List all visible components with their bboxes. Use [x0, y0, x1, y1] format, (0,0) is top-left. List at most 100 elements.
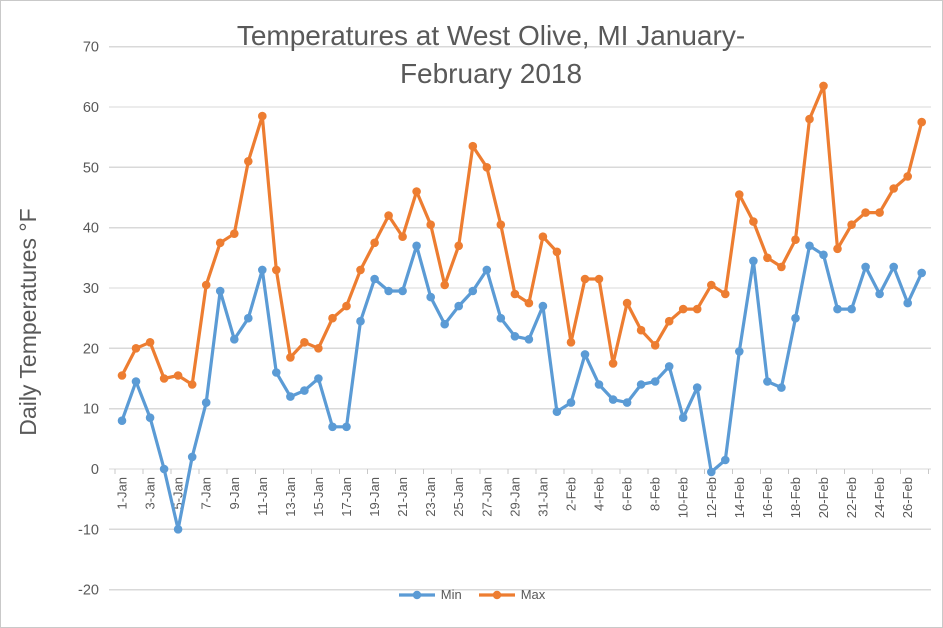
max-data-point-2-Feb	[566, 338, 576, 347]
max-data-point-18-Feb	[791, 235, 800, 244]
min-data-point-15-Jan	[314, 374, 323, 383]
min-data-point-10-Feb	[678, 413, 688, 423]
max-data-point-5-Jan	[173, 371, 183, 380]
max-data-point-15-Jan	[314, 344, 323, 353]
max-data-point-27-Feb	[917, 117, 926, 127]
legend-label-max: Max	[520, 587, 546, 602]
min-data-point-27-Feb	[917, 268, 926, 278]
max-data-point-8-Feb	[650, 341, 660, 350]
max-data-point-14-Jan	[300, 338, 309, 347]
max-data-point-3-Feb	[580, 274, 590, 284]
min-data-point-18-Feb	[791, 313, 800, 323]
max-data-point-16-Feb	[763, 253, 772, 263]
min-data-point-17-Jan	[342, 422, 351, 432]
min-data-point-24-Jan	[440, 319, 450, 329]
max-data-point-2-Jan	[131, 344, 141, 353]
chart-title: Temperatures at West Olive, MI January- …	[111, 17, 871, 93]
y-tick-label-40: 40	[83, 221, 99, 237]
min-data-point-20-Feb	[819, 250, 828, 260]
max-data-point-9-Jan	[230, 229, 239, 238]
min-data-point-8-Jan	[215, 286, 225, 296]
min-data-point-11-Jan	[258, 265, 267, 275]
x-tick-label-1-Jan: 1-Jan	[115, 477, 130, 510]
max-data-point-27-Jan	[482, 163, 492, 172]
max-data-point-6-Jan	[187, 380, 197, 389]
x-tick-label-21-Jan: 21-Jan	[395, 477, 410, 517]
legend-item-min: Min	[398, 587, 462, 602]
min-series-line	[120, 244, 924, 531]
x-tick-label-7-Jan: 7-Jan	[199, 477, 214, 510]
max-data-point-7-Feb	[636, 325, 646, 335]
max-data-point-19-Jan	[370, 238, 379, 248]
chart-title-line1: Temperatures at West Olive, MI January-	[236, 20, 746, 51]
max-data-point-24-Jan	[440, 280, 450, 290]
min-data-point-12-Feb	[707, 467, 716, 477]
max-data-point-6-Feb	[622, 298, 632, 308]
x-tick-label-2-Feb: 2-Feb	[563, 477, 578, 511]
max-data-point-4-Feb	[594, 274, 604, 284]
min-data-point-1-Jan	[117, 416, 127, 426]
legend: Min Max	[1, 587, 942, 602]
min-data-point-1-Feb	[552, 407, 562, 417]
min-data-point-21-Jan	[398, 286, 407, 296]
x-tick-label-14-Feb: 14-Feb	[732, 477, 747, 518]
min-data-point-22-Jan	[412, 241, 421, 251]
max-data-point-24-Feb	[875, 208, 884, 217]
min-data-point-11-Feb	[692, 383, 702, 392]
min-data-point-3-Feb	[580, 350, 590, 359]
max-data-point-29-Jan	[510, 289, 520, 299]
legend-label-min: Min	[440, 587, 462, 602]
max-data-point-18-Jan	[356, 265, 365, 275]
max-data-point-10-Jan	[244, 157, 253, 166]
min-data-point-15-Feb	[749, 256, 758, 266]
min-data-point-23-Feb	[861, 262, 870, 272]
min-data-point-21-Feb	[833, 304, 842, 314]
max-data-point-5-Feb	[608, 359, 618, 368]
x-tick-label-24-Feb: 24-Feb	[872, 477, 887, 518]
min-series-swatch-icon	[398, 590, 435, 599]
legend-item-max: Max	[478, 587, 546, 602]
min-data-point-26-Jan	[468, 286, 478, 296]
x-tick-label-13-Jan: 13-Jan	[283, 477, 298, 517]
min-data-point-6-Jan	[187, 452, 197, 462]
y-tick-label-0: 0	[91, 462, 99, 478]
y-tick-label-60: 60	[83, 100, 99, 116]
max-data-point-23-Jan	[426, 220, 436, 229]
max-series-swatch-icon	[478, 590, 515, 599]
max-data-point-3-Jan	[145, 338, 155, 347]
max-data-point-11-Feb	[692, 304, 702, 314]
max-data-point-21-Jan	[398, 232, 407, 241]
max-data-point-12-Feb	[707, 280, 716, 290]
x-tick-label-19-Jan: 19-Jan	[367, 477, 382, 517]
y-tick-label--20: -20	[78, 583, 99, 599]
min-data-point-25-Jan	[454, 301, 464, 311]
x-tick-label-5-Jan: 5-Jan	[171, 477, 186, 510]
min-data-point-2-Jan	[131, 377, 141, 386]
y-tick-label-10: 10	[83, 402, 99, 418]
x-tick-label-29-Jan: 29-Jan	[507, 477, 522, 517]
max-data-point-1-Jan	[117, 371, 127, 380]
x-tick-label-16-Feb: 16-Feb	[760, 477, 775, 518]
min-data-point-5-Feb	[608, 395, 618, 404]
min-data-point-25-Feb	[889, 262, 898, 272]
x-tick-label-6-Feb: 6-Feb	[620, 477, 635, 511]
max-data-point-9-Feb	[664, 316, 674, 326]
max-data-point-21-Feb	[833, 244, 842, 254]
max-data-point-23-Feb	[861, 208, 870, 217]
min-data-point-13-Jan	[286, 392, 295, 401]
min-data-point-8-Feb	[650, 377, 660, 386]
max-data-point-7-Jan	[201, 280, 211, 290]
min-data-point-14-Jan	[300, 386, 309, 395]
min-data-point-4-Feb	[594, 380, 604, 389]
min-data-point-6-Feb	[622, 398, 632, 407]
max-data-point-19-Feb	[805, 114, 814, 124]
min-data-point-19-Feb	[805, 241, 814, 251]
max-data-point-15-Feb	[749, 217, 758, 226]
max-data-point-26-Jan	[468, 141, 478, 151]
max-data-point-20-Jan	[384, 211, 393, 220]
min-data-point-31-Jan	[538, 301, 548, 311]
max-series-line	[120, 84, 924, 387]
min-data-point-26-Feb	[903, 298, 912, 308]
max-data-point-20-Feb	[819, 81, 828, 91]
max-data-point-4-Jan	[159, 374, 169, 383]
